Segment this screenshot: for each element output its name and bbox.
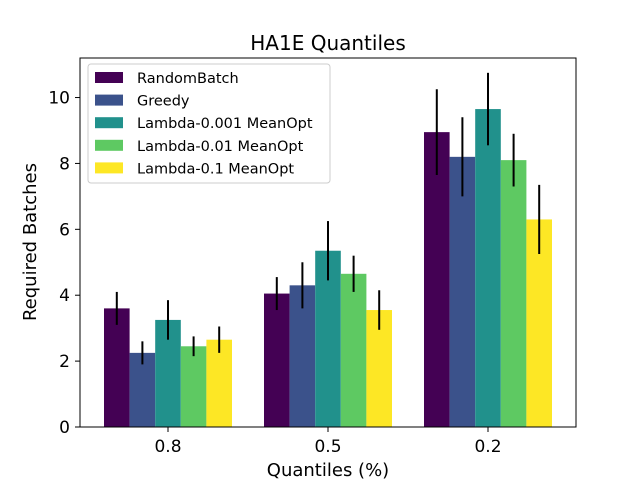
legend: RandomBatch Greedy Lambda-0.001 MeanOpt Lam… — [87, 63, 331, 184]
legend-swatch — [95, 72, 123, 83]
legend-box — [87, 63, 331, 184]
legend-label: Lambda-0.01 MeanOpt — [137, 139, 304, 155]
error-bars-layer — [115, 72, 541, 365]
y-tick-label: 2 — [59, 352, 70, 372]
y-axis-label: Required Batches — [20, 163, 41, 321]
bar-lambda-0-01-meanopt-0.8 — [180, 346, 207, 427]
legend-swatch — [95, 117, 123, 129]
x-tick-label: 0.2 — [474, 437, 501, 457]
y-tick-label: 10 — [48, 89, 70, 109]
bar-lambda-0-1-meanopt-0.2 — [526, 219, 552, 427]
y-tick-label: 6 — [59, 220, 70, 240]
bar-lambda-0-01-meanopt-0.2 — [500, 160, 527, 427]
bars-layer — [104, 109, 552, 427]
legend-swatch — [95, 94, 123, 106]
legend-swatch — [95, 162, 123, 174]
x-axis-label: Quantiles (%) — [267, 460, 389, 480]
legend-label: Lambda-0.001 MeanOpt — [137, 116, 313, 132]
bar-greedy-0.8 — [129, 352, 156, 427]
y-tick-label: 4 — [59, 286, 70, 306]
bar-randombatch-0.8 — [104, 308, 130, 427]
y-tick-label: 0 — [59, 418, 70, 438]
legend-label: Lambda-0.1 MeanOpt — [137, 161, 294, 177]
legend-label: RandomBatch — [137, 71, 239, 87]
chart-title: HA1E Quantiles — [250, 31, 405, 55]
bar-lambda-0-001-meanopt-0.2 — [475, 109, 501, 427]
bar-randombatch-0.5 — [264, 293, 290, 427]
bar-greedy-0.2 — [449, 156, 476, 427]
bar-lambda-0-01-meanopt-0.5 — [340, 273, 367, 427]
x-axis-ticks: 0.8 0.5 0.2 — [154, 427, 502, 457]
y-tick-label: 8 — [59, 154, 70, 174]
x-tick-label: 0.5 — [314, 437, 341, 457]
bar-lambda-0-1-meanopt-0.8 — [206, 339, 232, 427]
bar-greedy-0.5 — [289, 285, 316, 427]
legend-swatch — [95, 139, 123, 151]
x-tick-label: 0.8 — [154, 437, 181, 457]
legend-label: Greedy — [137, 94, 190, 110]
y-axis-ticks: 0 2 4 6 8 10 — [48, 89, 80, 438]
bar-randombatch-0.2 — [424, 132, 450, 427]
